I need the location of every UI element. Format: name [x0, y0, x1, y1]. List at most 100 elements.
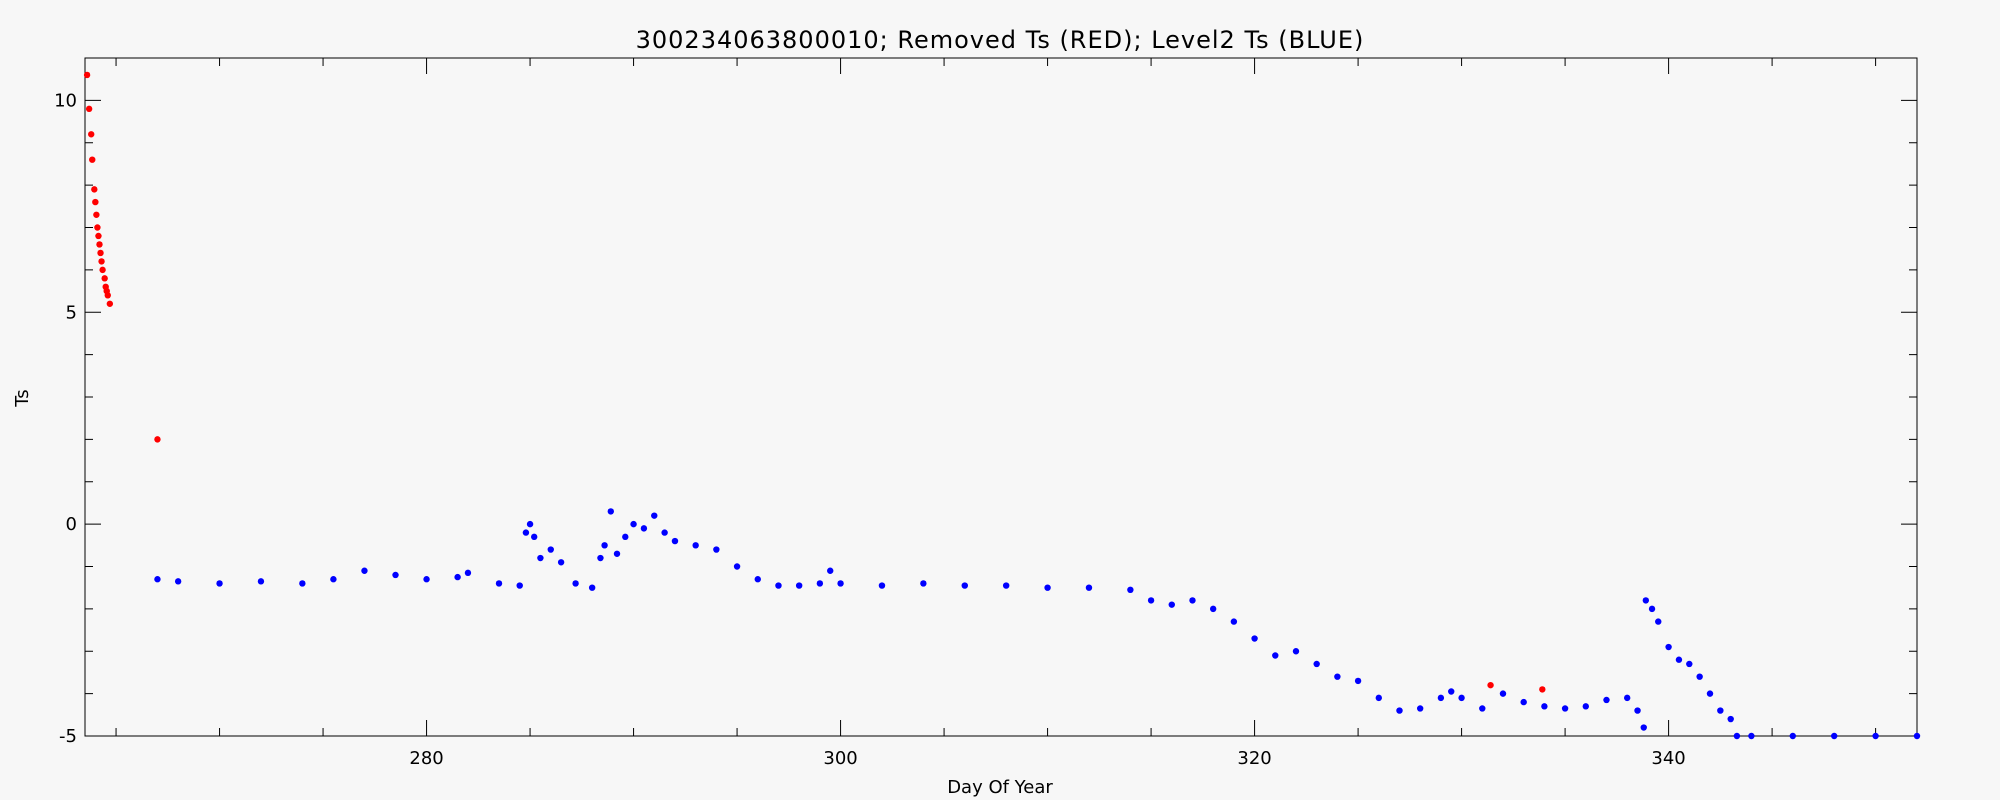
data-point [1634, 707, 1641, 714]
data-point [622, 533, 629, 541]
data-point [733, 563, 741, 570]
data-point [85, 105, 93, 113]
data-point [392, 571, 399, 579]
data-point [1520, 698, 1527, 706]
data-point [1640, 724, 1647, 731]
data-point [1416, 705, 1424, 712]
data-point [91, 186, 98, 193]
data-point [526, 520, 534, 528]
data-point [1648, 605, 1656, 613]
data-point [361, 567, 368, 574]
data-point [89, 156, 96, 163]
data-point [174, 578, 182, 585]
data-point [257, 578, 265, 585]
axis-ticks [85, 57, 1917, 737]
data-point [92, 198, 99, 206]
data-point [1561, 705, 1569, 712]
data-point [1375, 694, 1382, 702]
data-point [98, 258, 105, 265]
data-point [1396, 707, 1403, 714]
data-point [775, 582, 782, 589]
data-point [154, 436, 161, 443]
data-point [1127, 586, 1134, 594]
data-point [1487, 681, 1494, 689]
x-axis-label: Day Of Year [947, 777, 1053, 798]
data-point [601, 542, 608, 549]
data-point [754, 576, 761, 583]
data-point [1251, 635, 1258, 642]
data-point [1642, 597, 1650, 604]
x-tick-label: 320 [1237, 748, 1271, 769]
data-point [1582, 703, 1589, 710]
data-point [88, 131, 95, 138]
data-point [692, 542, 699, 549]
data-point [99, 266, 106, 274]
data-point [1706, 690, 1714, 697]
data-point [1717, 707, 1724, 714]
data-point [101, 275, 108, 282]
data-point [547, 546, 554, 553]
data-point [795, 582, 803, 589]
data-point [1313, 660, 1320, 668]
data-point [537, 554, 544, 562]
data-point [1539, 686, 1546, 693]
data-point [96, 241, 103, 248]
data-point [104, 292, 111, 299]
data-point [1675, 656, 1683, 663]
axis-tick-labels: 280 300 320 340 -5 0 5 10 [54, 90, 1686, 769]
data-point [1168, 601, 1175, 608]
y-tick-label: 0 [66, 514, 77, 535]
data-point [837, 580, 844, 587]
data-point [1665, 643, 1672, 651]
x-tick-label: 300 [823, 748, 857, 769]
data-point [531, 533, 538, 541]
plot-frame [84, 57, 1918, 737]
data-point [651, 512, 658, 519]
data-point [516, 582, 523, 589]
data-point [1541, 703, 1548, 710]
data-point [1479, 705, 1486, 712]
data-point [1733, 732, 1741, 740]
data-point [1499, 690, 1507, 697]
data-point [607, 508, 614, 515]
data-point [827, 567, 834, 574]
data-point [640, 525, 648, 532]
y-tick-label: 5 [66, 302, 77, 323]
data-point [1448, 688, 1455, 695]
data-point [1354, 677, 1362, 685]
data-point [83, 71, 91, 79]
data-point [454, 573, 461, 581]
data-point [423, 576, 430, 583]
x-tick-label: 280 [409, 748, 443, 769]
data-point [588, 584, 596, 591]
data-point [1458, 694, 1465, 702]
data-point [1147, 597, 1155, 604]
data-point [920, 580, 927, 587]
data-point [1292, 648, 1300, 655]
data-point [299, 580, 306, 587]
data-point [671, 537, 679, 545]
data-point [1189, 597, 1196, 604]
data-point [93, 211, 100, 218]
data-point [1727, 715, 1734, 723]
chart-title: 300234063800010; Removed Ts (RED); Level… [636, 26, 1365, 54]
data-points [83, 71, 1921, 740]
data-point [1044, 584, 1051, 591]
data-point [1230, 618, 1238, 625]
data-point [713, 546, 720, 553]
data-point [661, 529, 668, 536]
data-point [106, 300, 114, 307]
data-point [1603, 696, 1610, 704]
data-point [95, 232, 102, 240]
data-point [330, 576, 337, 583]
data-point [154, 576, 161, 583]
data-point [961, 582, 968, 589]
y-axis-label: Ts [12, 389, 33, 407]
data-point [1623, 694, 1631, 702]
data-point [597, 554, 604, 562]
data-point [1830, 732, 1838, 740]
data-point [1872, 732, 1879, 740]
data-point [1696, 673, 1703, 680]
data-point [630, 520, 637, 528]
